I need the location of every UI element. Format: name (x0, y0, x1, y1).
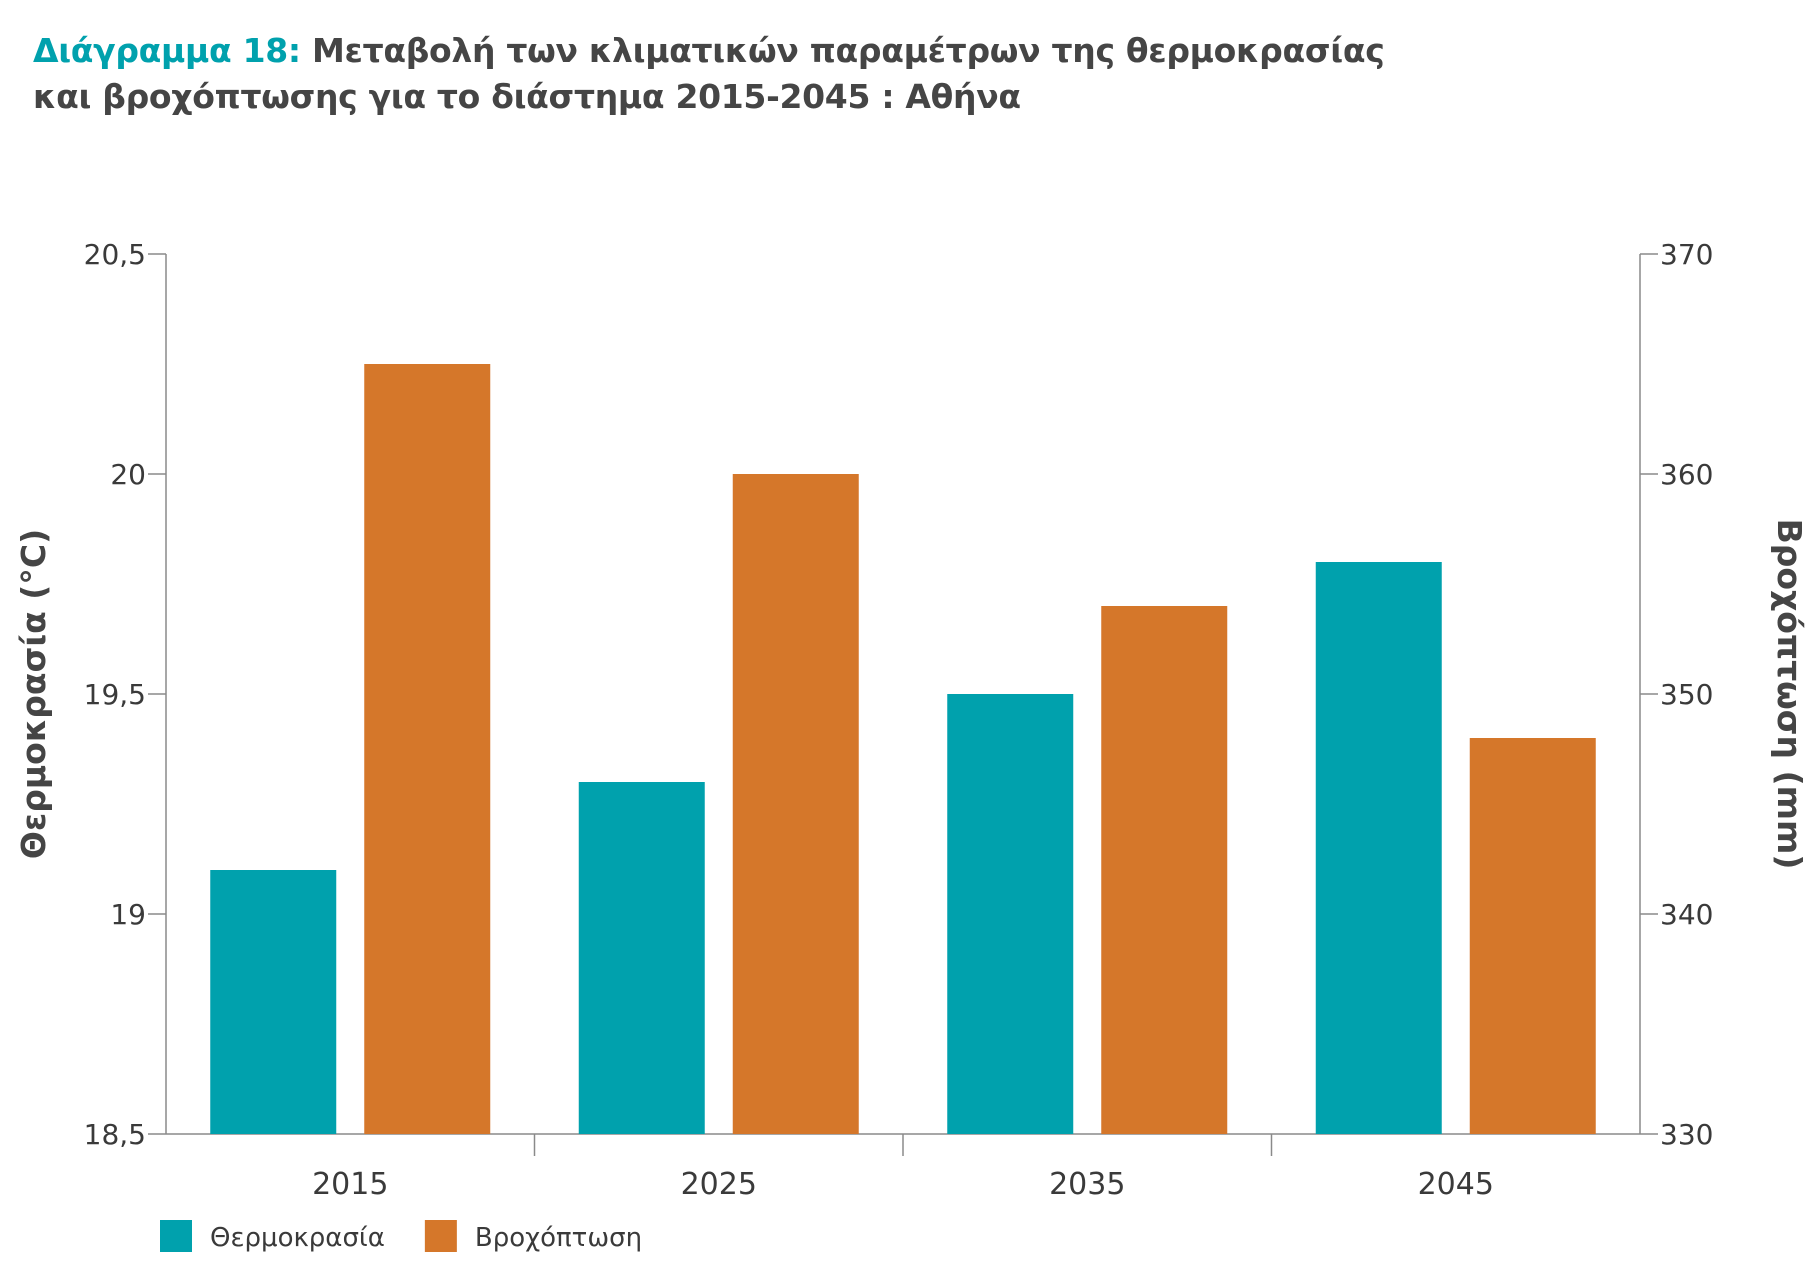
legend-label-precipitation: Βροχόπτωση (475, 1223, 642, 1253)
x-tick-label: 2045 (1418, 1167, 1494, 1202)
bar-precipitation (1101, 606, 1228, 1134)
bar-precipitation (364, 364, 491, 1134)
bar-precipitation (732, 474, 859, 1134)
x-tick-label: 2035 (1049, 1167, 1125, 1202)
left-tick-label: 20 (110, 458, 146, 491)
bar-temperature (210, 870, 337, 1134)
right-tick-label: 360 (1660, 458, 1713, 491)
legend-swatch-precipitation (424, 1220, 457, 1252)
right-tick-label: 370 (1660, 238, 1713, 271)
x-tick-label: 2025 (681, 1167, 757, 1202)
right-tick-label: 340 (1660, 898, 1713, 931)
left-tick-label: 19 (110, 898, 146, 931)
bar-temperature (947, 694, 1074, 1134)
chart-title: Διάγραμμα 18: Μεταβολή των κλιματικών πα… (33, 28, 1385, 120)
legend-label-temperature: Θερμοκρασία (210, 1223, 385, 1253)
right-tick-label: 350 (1660, 678, 1713, 711)
legend-swatch-temperature (160, 1220, 192, 1252)
right-axis-title: Βροχόπτωση (mm) (1770, 519, 1809, 870)
chart-title-prefix: Διάγραμμα 18: (33, 31, 301, 70)
left-tick-label: 19,5 (84, 678, 146, 711)
left-axis-title: Θερμοκρασία (°C) (14, 529, 53, 859)
left-tick-label: 18,5 (84, 1118, 146, 1151)
right-tick-label: 330 (1660, 1118, 1713, 1151)
x-tick-label: 2015 (312, 1167, 388, 1202)
bar-temperature (1315, 562, 1442, 1134)
bar-precipitation (1469, 738, 1596, 1134)
left-tick-label: 20,5 (84, 238, 146, 271)
chart-title-text: Μεταβολή των κλιματικών παραμέτρων της θ… (312, 31, 1385, 70)
chart-title-line2: και βροχόπτωσης για το διάστημα 2015-204… (33, 77, 1021, 116)
chart-title-line1: Διάγραμμα 18: Μεταβολή των κλιματικών πα… (33, 28, 1385, 74)
bar-temperature (578, 782, 705, 1134)
